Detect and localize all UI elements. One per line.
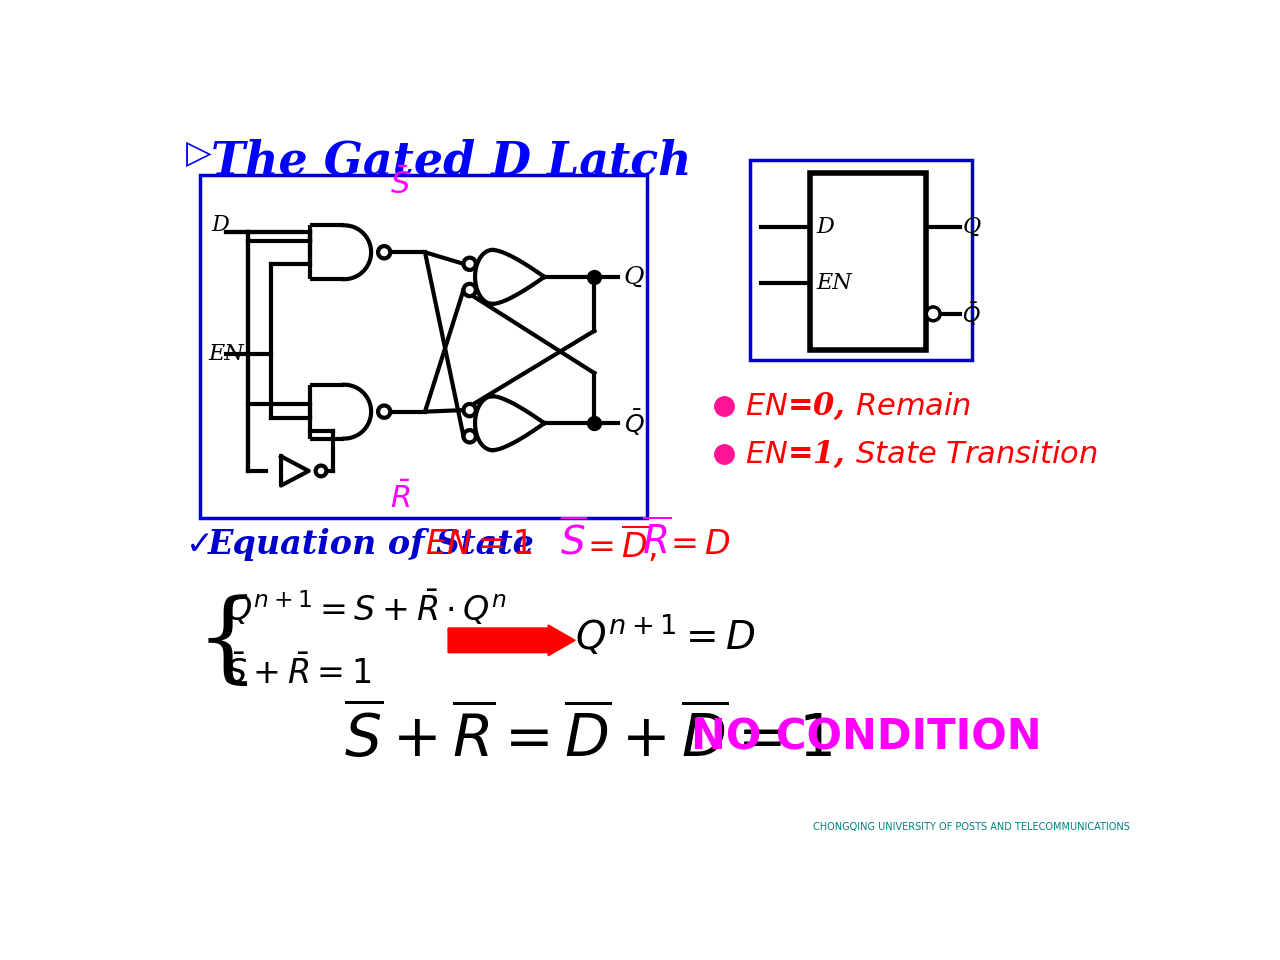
Circle shape	[463, 404, 476, 417]
Circle shape	[927, 307, 940, 321]
Circle shape	[378, 405, 390, 418]
Text: Q: Q	[963, 216, 980, 238]
Text: $\triangleright$: $\triangleright$	[184, 136, 212, 170]
Text: $\bar{Q}$: $\bar{Q}$	[963, 300, 980, 327]
Circle shape	[463, 257, 476, 270]
Text: $\mathit{EN} = 1$: $\mathit{EN} = 1$	[425, 529, 532, 561]
Circle shape	[463, 430, 476, 443]
Circle shape	[463, 284, 476, 296]
FancyArrow shape	[448, 625, 575, 656]
Text: $\bar{S} + \bar{R} = 1$: $\bar{S} + \bar{R} = 1$	[225, 656, 371, 691]
Bar	[200, 176, 646, 517]
Text: Equation of State: Equation of State	[207, 528, 535, 562]
Text: $\bar{S}$: $\bar{S}$	[390, 169, 411, 202]
Text: $\mathit{EN}$=0, $\mathit{Remain}$: $\mathit{EN}$=0, $\mathit{Remain}$	[745, 391, 970, 422]
Text: EN: EN	[817, 272, 852, 294]
Text: The Gated D Latch: The Gated D Latch	[211, 138, 691, 184]
Text: $\bar{Q}$: $\bar{Q}$	[623, 408, 644, 438]
Text: NO CONDITION: NO CONDITION	[691, 716, 1041, 758]
Text: ✓: ✓	[187, 528, 214, 562]
Bar	[750, 160, 972, 360]
Circle shape	[316, 466, 326, 476]
Text: D: D	[211, 213, 229, 235]
Text: $\overline{S}+\overline{R}=\overline{D}+\overline{D}=1$: $\overline{S}+\overline{R}=\overline{D}+…	[344, 706, 832, 769]
Text: $Q^{n+1} = D$: $Q^{n+1} = D$	[575, 612, 755, 657]
Text: $\overline{R}$: $\overline{R}$	[643, 520, 671, 563]
Text: $Q^{n+1} = S + \bar{R} \cdot Q^n$: $Q^{n+1} = S + \bar{R} \cdot Q^n$	[225, 588, 507, 628]
Text: $\mathit{EN}$=1, $\mathit{State\ Transition}$: $\mathit{EN}$=1, $\mathit{State\ Transit…	[745, 439, 1097, 469]
Text: $\overline{S}$: $\overline{S}$	[559, 519, 586, 563]
Bar	[810, 173, 925, 350]
Text: D: D	[817, 216, 835, 238]
Text: CHONGQING UNIVERSITY OF POSTS AND TELECOMMUNICATIONS: CHONGQING UNIVERSITY OF POSTS AND TELECO…	[813, 823, 1130, 832]
Text: {: {	[196, 595, 259, 690]
Text: $=\overline{D},$: $=\overline{D},$	[581, 524, 657, 565]
Text: EN: EN	[207, 343, 243, 365]
Text: $=D$: $=D$	[664, 529, 731, 561]
Text: $\bar{R}$: $\bar{R}$	[390, 483, 411, 516]
Circle shape	[378, 246, 390, 258]
Text: Q: Q	[623, 265, 644, 288]
